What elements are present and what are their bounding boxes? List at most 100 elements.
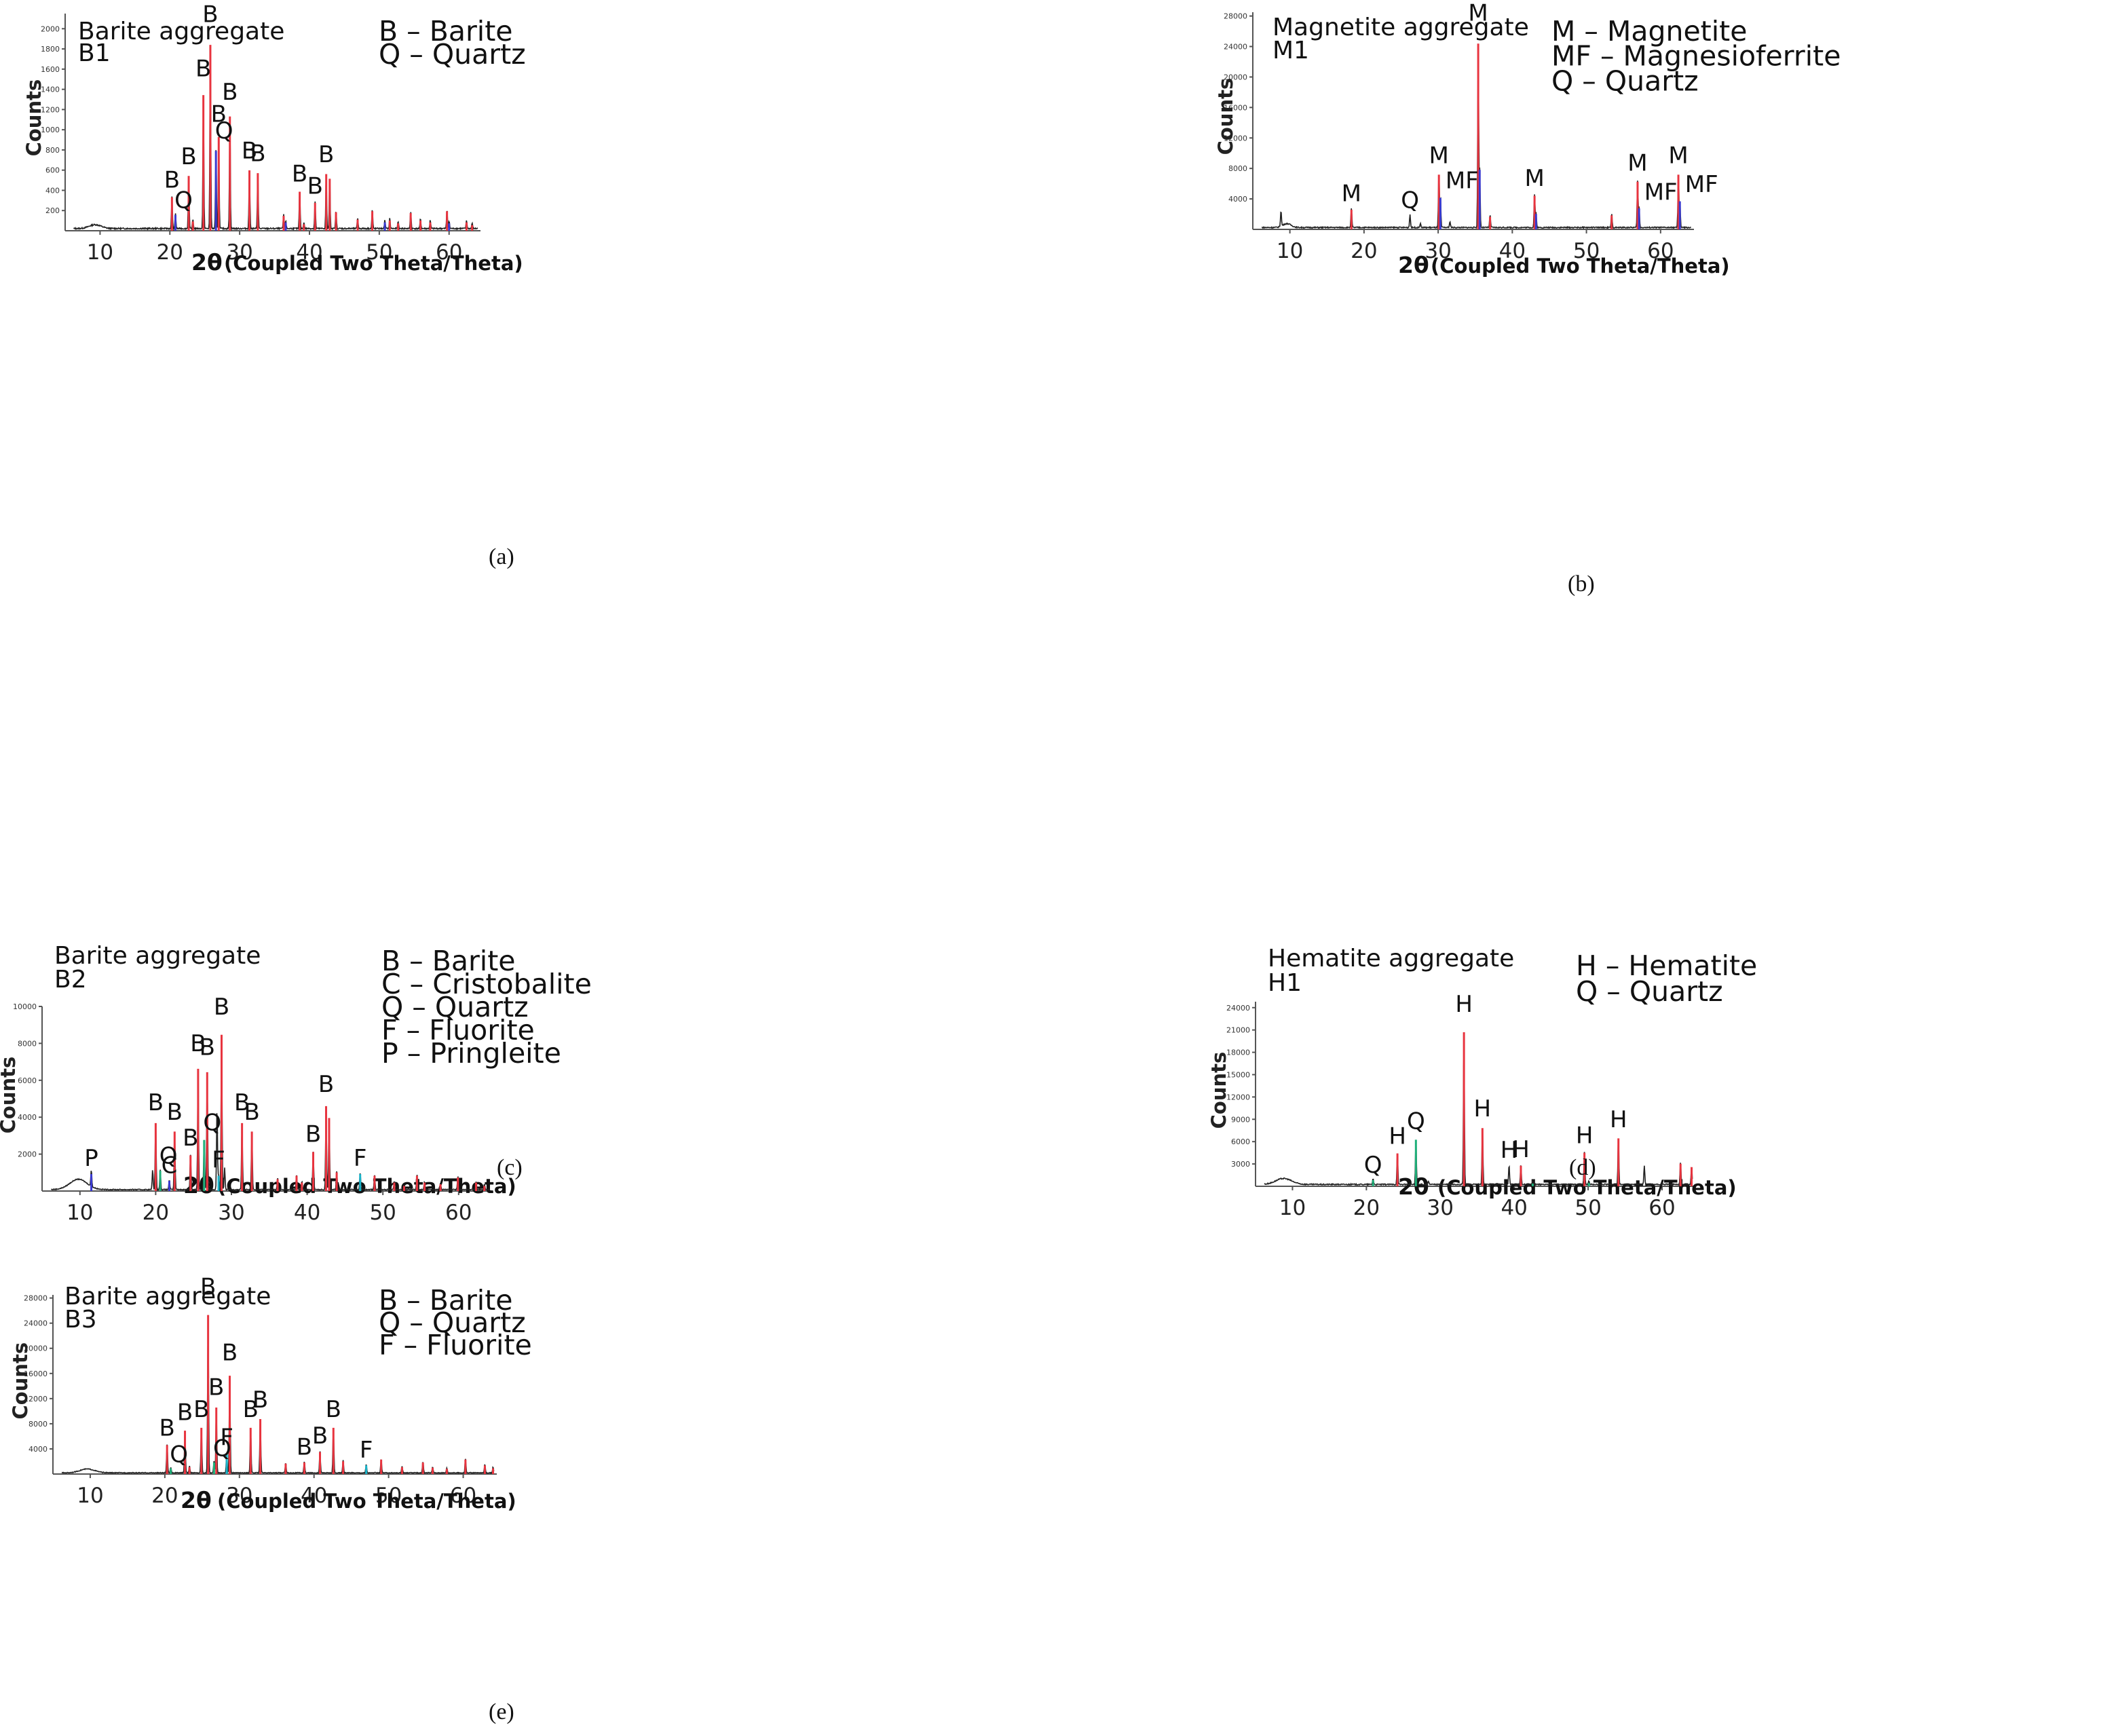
legend-entry: Q – Quartz <box>1576 975 1723 1008</box>
x-axis-label-text: (Coupled Two Theta/Theta) <box>224 252 523 275</box>
x-tick-label: 20 <box>151 1484 178 1508</box>
x-axis-label-symbol: 2θ <box>191 249 223 276</box>
y-tick-label: 800 <box>45 146 60 155</box>
y-tick-label: 12000 <box>1224 134 1247 143</box>
xrd-chart-a: 200 400 600 800 1000 1200 1400 1600 1800 2000 10 20… <box>22 1 526 276</box>
panel-d: 3000 6000 9000 12000 15000 18000 21000 24000 10 2… <box>1059 624 2112 1220</box>
y-tick-label: 6000 <box>1231 1137 1250 1146</box>
peak-label-P: P <box>84 1145 98 1172</box>
panel-a: 200 400 600 800 1000 1200 1400 1600 1800 2000 10 20… <box>0 0 1059 584</box>
legend-entry: H – Hematite <box>1576 949 1757 982</box>
x-tick-label: 50 <box>369 1201 396 1225</box>
peak-label-B: B <box>214 994 229 1021</box>
x-tick-label: 50 <box>366 240 392 265</box>
y-tick-label: 24000 <box>1224 43 1247 52</box>
x-tick-label: 30 <box>1425 239 1451 263</box>
y-tick-label: 10000 <box>13 1002 37 1011</box>
peak-label-B: B <box>200 1273 216 1300</box>
x-tick-label: 10 <box>77 1484 103 1508</box>
x-tick-label: 20 <box>157 240 183 265</box>
raw-trace <box>61 1326 495 1475</box>
xrd-chart-e: 4000 8000 12000 16000 20000 24000 28000 10 20 30 4… <box>9 1273 532 1513</box>
x-axis-label-text: (Coupled Two Theta/Theta) <box>1437 1176 1737 1199</box>
y-tick-label: 12000 <box>1226 1093 1250 1101</box>
legend-entry: B – Barite <box>379 1284 513 1317</box>
sample-name: Magnetite aggregate <box>1272 14 1529 41</box>
axes-a: 200 400 600 800 1000 1200 1400 1600 1800 2000 10 20… <box>41 14 480 265</box>
x-tick-label: 20 <box>1351 239 1377 263</box>
peak-label-B: B <box>200 1034 215 1061</box>
peak-label-B: B <box>297 1433 312 1460</box>
legend-entry: B – Barite <box>379 15 513 48</box>
y-axis-label: Counts <box>1207 1052 1230 1129</box>
peak-label-MF: MF <box>1685 171 1718 198</box>
y-axis-label: Counts <box>1214 78 1237 155</box>
axes-e: 4000 8000 12000 16000 20000 24000 28000 10 20 30 4… <box>24 1294 497 1508</box>
peak-label-B: B <box>292 160 307 187</box>
peak-label-B: B <box>211 101 227 128</box>
peak-label-M: M <box>1429 142 1449 169</box>
caption-a: (a) <box>489 544 514 569</box>
y-tick-label: 1800 <box>41 45 60 54</box>
axes-b: 4000 8000 12000 16000 20000 24000 28000 10 20 30 4… <box>1224 12 1694 263</box>
y-tick-label: 2000 <box>41 24 60 33</box>
y-axis-label: Counts <box>9 1342 32 1420</box>
xrd-chart-b: 4000 8000 12000 16000 20000 24000 28000 10 20 30 4… <box>1214 0 1841 278</box>
x-axis-label-text: (Coupled Two Theta/Theta) <box>1431 254 1730 278</box>
peak-label-F: F <box>220 1424 233 1452</box>
y-tick-label: 1400 <box>41 86 60 94</box>
legend-entry: P – Pringleite <box>381 1037 561 1070</box>
sample-code: B1 <box>78 39 111 67</box>
peak-label-M: M <box>1468 0 1488 26</box>
peak-label-B: B <box>326 1396 341 1423</box>
peak-label-M: M <box>1342 181 1361 208</box>
sample-code: B2 <box>54 966 87 994</box>
y-tick-label: 21000 <box>1226 1026 1250 1035</box>
sample-code: H1 <box>1268 969 1302 997</box>
y-tick-label: 24000 <box>1226 1004 1250 1013</box>
x-axis-label-text: (Coupled Two Theta/Theta) <box>217 1490 516 1513</box>
y-tick-label: 12000 <box>24 1395 48 1403</box>
peak-label-B: B <box>244 1099 259 1126</box>
y-tick-label: 200 <box>45 206 60 215</box>
y-tick-label: 1000 <box>41 126 60 134</box>
y-tick-label: 2000 <box>18 1150 37 1159</box>
peak-label-B: B <box>190 1030 206 1057</box>
peak-label-B: B <box>164 166 180 193</box>
x-tick-label: 40 <box>296 240 322 265</box>
peak-label-Q: Q <box>174 187 193 214</box>
peak-label-B: B <box>159 1415 175 1442</box>
y-tick-label: 6000 <box>18 1076 37 1085</box>
peak-label-C: C <box>162 1152 178 1180</box>
sample-code: B3 <box>64 1306 97 1334</box>
x-tick-label: 10 <box>87 240 113 265</box>
sample-name: Barite aggregate <box>54 942 261 970</box>
x-tick-label: 50 <box>375 1484 402 1508</box>
peak-label-F: F <box>212 1147 225 1174</box>
y-tick-label: 4000 <box>18 1113 37 1122</box>
x-tick-label: 50 <box>1574 1196 1601 1220</box>
y-tick-label: 15000 <box>1226 1070 1250 1079</box>
xrd-chart-c: 2000 4000 6000 8000 10000 10 20 30 40 50 60 Counts2… <box>0 942 592 1225</box>
legend-entry: B – Barite <box>381 945 516 977</box>
y-tick-label: 20000 <box>1224 73 1247 81</box>
x-axis-label-symbol: 2θ <box>1398 252 1429 278</box>
y-tick-label: 9000 <box>1231 1115 1250 1124</box>
x-tick-label: 10 <box>1277 239 1303 263</box>
peak-label-B: B <box>318 1071 334 1098</box>
peak-label-Q: Q <box>203 1109 221 1136</box>
raw-trace <box>73 56 478 231</box>
peak-label-Q: Q <box>1401 187 1419 214</box>
peak-label-B: B <box>181 143 196 170</box>
x-tick-label: 60 <box>436 240 462 265</box>
y-tick-label: 1600 <box>41 65 60 74</box>
legend-entry: F – Fluorite <box>379 1329 532 1361</box>
x-tick-label: 20 <box>1353 1196 1380 1220</box>
peak-label-M: M <box>1627 150 1647 177</box>
peak-label-M: M <box>1668 142 1688 169</box>
x-tick-label: 60 <box>450 1484 476 1508</box>
peak-label-H: H <box>1512 1136 1530 1163</box>
